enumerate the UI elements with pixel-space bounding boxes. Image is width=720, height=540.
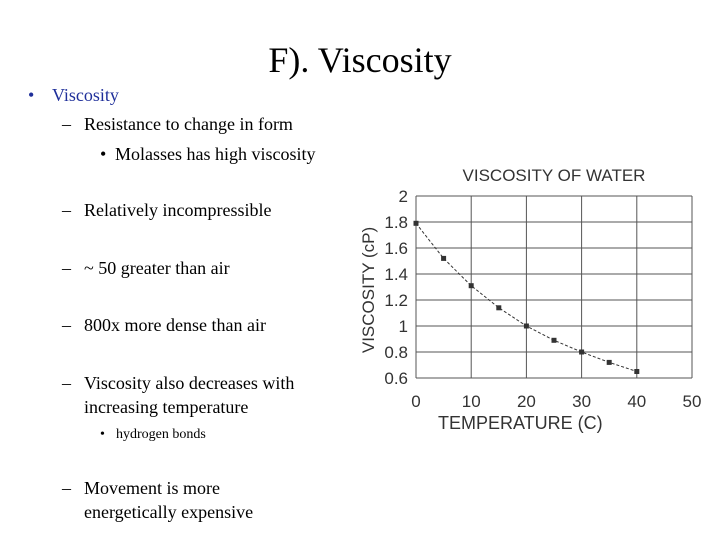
data-point xyxy=(523,323,529,329)
chart-title: VISCOSITY OF WATER xyxy=(463,166,646,185)
x-tick-labels: 0 10 20 30 40 50 xyxy=(411,392,701,411)
x-tick-label: 50 xyxy=(683,392,702,411)
data-point xyxy=(413,220,419,226)
y-tick-label: 1.2 xyxy=(384,291,408,310)
y-tick-label: 1 xyxy=(399,317,408,336)
bullet-molasses: Molasses has high viscosity xyxy=(115,144,316,164)
bullet-incompressible: Relatively incompressible xyxy=(84,200,272,220)
bullet-50-greater: ~ 50 greater than air xyxy=(84,258,230,278)
x-axis-label: TEMPERATURE (C) xyxy=(438,413,603,433)
y-tick-label: 0.8 xyxy=(384,343,408,362)
bullet-marker: • xyxy=(100,427,105,442)
bullet-movement: Movement is more xyxy=(84,478,220,498)
chart-grid xyxy=(415,195,693,379)
y-tick-labels: 0.6 0.8 1 1.2 1.4 1.6 1.8 2 xyxy=(384,187,408,388)
bullet-viscosity: Viscosity xyxy=(52,85,119,105)
data-point xyxy=(496,305,502,311)
bullet-viscosity-decreases: Viscosity also decreases with xyxy=(84,373,295,393)
dash-marker: – xyxy=(62,315,71,335)
slide-title: F). Viscosity xyxy=(268,40,452,80)
bullet-800x-dense: 800x more dense than air xyxy=(84,315,266,335)
x-tick-label: 30 xyxy=(572,392,591,411)
y-axis-label: VISCOSITY (cP) xyxy=(359,227,378,353)
viscosity-chart: VISCOSITY OF WATER 0.6 0.8 1 1.2 1.4 1.6 1.8 2 … xyxy=(352,158,712,443)
dash-marker: – xyxy=(62,478,71,498)
data-point xyxy=(579,349,585,355)
x-tick-label: 20 xyxy=(517,392,536,411)
data-point xyxy=(551,337,557,343)
bullet-resistance: Resistance to change in form xyxy=(84,114,293,134)
bullet-hydrogen-bonds: hydrogen bonds xyxy=(116,427,206,442)
bullet-list: • Viscosity – Resistance to change in fo… xyxy=(28,85,316,522)
dash-marker: – xyxy=(62,373,71,393)
bullet-marker: • xyxy=(100,144,107,164)
data-points xyxy=(413,220,640,374)
viscosity-chart-svg: VISCOSITY OF WATER 0.60.811.21.41.61.82 … xyxy=(359,166,701,433)
x-tick-label: 10 xyxy=(462,392,481,411)
dash-marker: – xyxy=(62,114,71,134)
data-point xyxy=(468,283,474,289)
x-tick-label: 0 xyxy=(411,392,420,411)
bullet-movement-cont: energetically expensive xyxy=(84,502,254,522)
y-tick-label: 1.6 xyxy=(384,239,408,258)
y-tick-label: 0.6 xyxy=(384,369,408,388)
data-point xyxy=(606,359,612,365)
dash-marker: – xyxy=(62,200,71,220)
y-tick-label: 1.8 xyxy=(384,213,408,232)
data-point xyxy=(634,369,640,374)
dash-marker: – xyxy=(62,258,71,278)
bullet-viscosity-decreases-cont: increasing temperature xyxy=(84,397,249,417)
y-tick-label: 1.4 xyxy=(384,265,408,284)
x-tick-label: 40 xyxy=(627,392,646,411)
y-tick-label: 2 xyxy=(399,187,408,206)
bullet-marker: • xyxy=(28,85,35,105)
data-point xyxy=(441,255,447,261)
